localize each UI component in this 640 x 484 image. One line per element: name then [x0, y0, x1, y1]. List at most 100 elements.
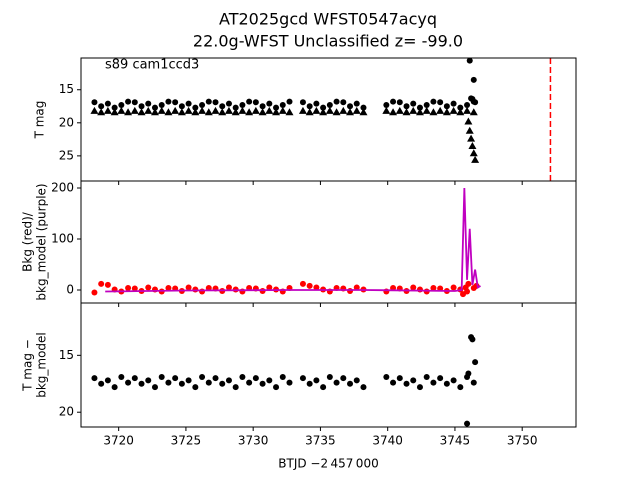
point — [464, 420, 471, 427]
point — [313, 100, 320, 107]
point — [131, 99, 138, 106]
y-tick-label: 0 — [66, 282, 74, 296]
annotation: s89 cam1ccd3 — [105, 58, 199, 73]
point — [279, 373, 286, 380]
point — [118, 373, 125, 380]
y-tick-label: 200 — [51, 180, 74, 194]
point — [347, 380, 354, 387]
point — [185, 100, 192, 107]
point — [410, 284, 417, 291]
point — [466, 58, 473, 64]
point — [353, 377, 360, 384]
upper-limit-marker — [164, 108, 173, 116]
upper-limit-marker — [150, 108, 159, 116]
point — [299, 99, 306, 106]
y-axis-label: T mag — [33, 101, 47, 140]
point — [111, 384, 118, 391]
x-tick-label: 3730 — [238, 434, 269, 448]
point — [390, 379, 397, 386]
point — [219, 103, 226, 110]
point — [470, 76, 477, 83]
point — [340, 375, 347, 382]
point — [125, 379, 132, 386]
upper-limit-marker — [465, 126, 474, 134]
point — [212, 99, 219, 106]
point — [91, 375, 98, 382]
point — [360, 384, 367, 391]
point — [151, 104, 158, 111]
point — [252, 99, 259, 106]
point — [205, 379, 212, 386]
point — [131, 285, 138, 292]
point — [172, 375, 179, 382]
point — [464, 101, 471, 108]
point — [383, 373, 390, 380]
point — [403, 380, 410, 387]
upper-limit-marker — [285, 108, 294, 116]
upper-limit-marker — [245, 108, 254, 116]
point — [125, 98, 132, 105]
point — [165, 284, 172, 291]
point — [286, 379, 293, 386]
point — [192, 384, 199, 391]
y-tick-label: 100 — [51, 231, 74, 245]
upper-limit-marker — [467, 134, 476, 142]
point — [416, 384, 423, 391]
point — [465, 370, 472, 377]
point — [158, 373, 165, 380]
plot-area — [91, 334, 479, 427]
x-tick-label: 3720 — [103, 434, 134, 448]
upper-limit-marker — [157, 106, 166, 114]
upper-limit-marker — [464, 117, 473, 125]
upper-limit-marker — [442, 108, 451, 116]
point — [138, 103, 145, 110]
upper-limit-marker — [382, 106, 391, 114]
upper-limit-marker — [231, 108, 240, 116]
point — [353, 284, 360, 291]
upper-limit-marker — [258, 108, 267, 116]
point — [469, 336, 476, 343]
point — [437, 375, 444, 382]
point — [219, 380, 226, 387]
upper-limit-marker — [305, 108, 314, 116]
point — [360, 104, 367, 111]
point — [145, 284, 152, 291]
point — [430, 98, 437, 105]
point — [460, 291, 467, 298]
point — [225, 284, 232, 291]
point — [232, 384, 239, 391]
point — [199, 101, 206, 108]
upper-limit-marker — [325, 106, 334, 114]
point — [299, 280, 306, 287]
point — [450, 100, 457, 107]
upper-limit-marker — [436, 106, 445, 114]
point — [320, 104, 327, 111]
point — [306, 103, 313, 110]
upper-limit-marker — [272, 108, 281, 116]
y-tick-label: 15 — [59, 348, 74, 362]
bkg-model-line — [105, 187, 481, 293]
point — [91, 99, 98, 106]
point — [273, 104, 280, 111]
point — [172, 99, 179, 106]
point — [145, 100, 152, 107]
upper-limit-marker — [218, 108, 227, 116]
upper-limit-marker — [224, 106, 233, 114]
upper-limit-marker — [415, 108, 424, 116]
point — [239, 101, 246, 108]
upper-limit-marker — [429, 108, 438, 116]
point — [185, 377, 192, 384]
point — [450, 377, 457, 384]
point — [430, 284, 437, 291]
point — [423, 101, 430, 108]
point — [266, 284, 273, 291]
y-tick-label: 20 — [59, 115, 74, 129]
upper-limit-marker — [278, 106, 287, 114]
y-axis-label: T mag − — [21, 339, 35, 392]
upper-limit-marker — [469, 149, 478, 157]
point — [205, 284, 212, 291]
point — [320, 384, 327, 391]
point — [252, 375, 259, 382]
upper-limit-marker — [471, 155, 480, 163]
